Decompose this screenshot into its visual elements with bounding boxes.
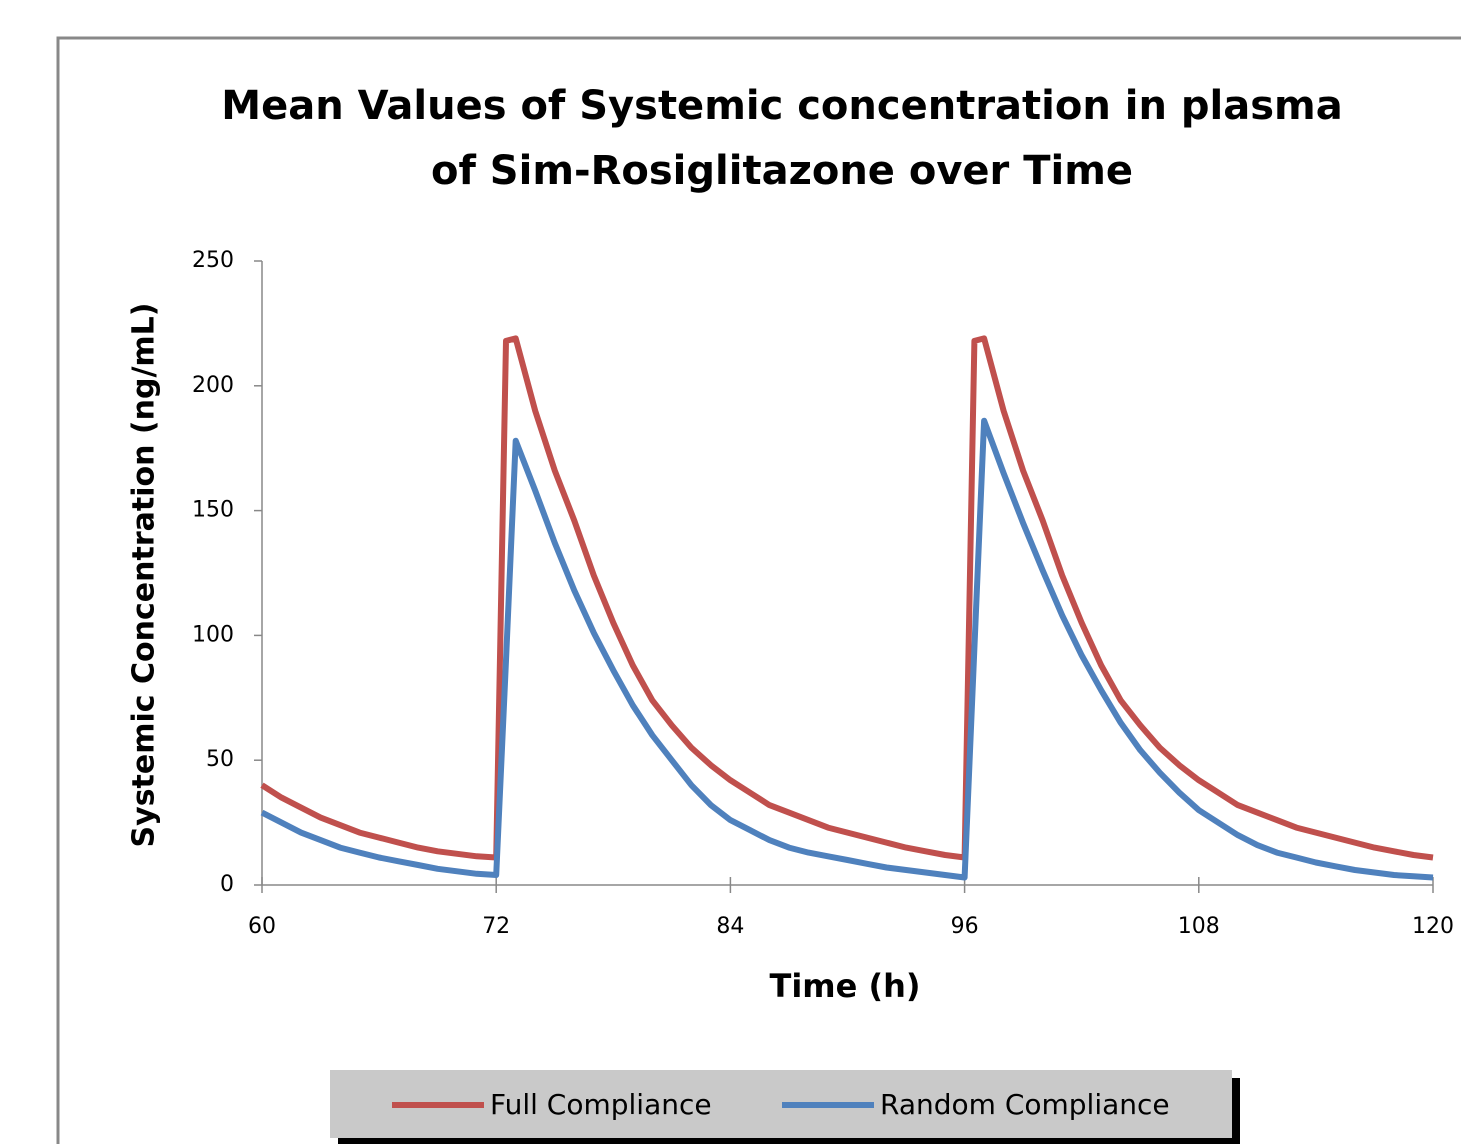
y-tick-label: 100 [192, 622, 234, 647]
legend-label: Full Compliance [490, 1088, 712, 1121]
series-line [260, 335, 1434, 861]
x-axis-label: Time (h) [769, 967, 920, 1005]
x-tick-label: 60 [248, 914, 276, 939]
series-line [260, 417, 1434, 881]
y-tick-label: 250 [192, 248, 234, 273]
x-tick-label: 96 [951, 914, 979, 939]
y-tick-label: 0 [220, 872, 234, 897]
x-tick-label: 72 [482, 914, 510, 939]
x-tick-label: 84 [716, 914, 744, 939]
x-tick-label: 120 [1412, 914, 1454, 939]
chart-frame [56, 36, 1461, 1144]
y-tick-label: 150 [192, 498, 234, 523]
chart-title: Mean Values of Systemic concentration in… [221, 83, 1342, 129]
y-axis-label: Systemic Concentration (ng/mL) [127, 303, 162, 848]
y-tick-label: 200 [192, 373, 234, 398]
legend-label: Random Compliance [880, 1088, 1170, 1121]
x-tick-label: 108 [1178, 914, 1220, 939]
y-tick-label: 50 [206, 747, 234, 772]
chart-title: of Sim-Rosiglitazone over Time [431, 148, 1133, 194]
